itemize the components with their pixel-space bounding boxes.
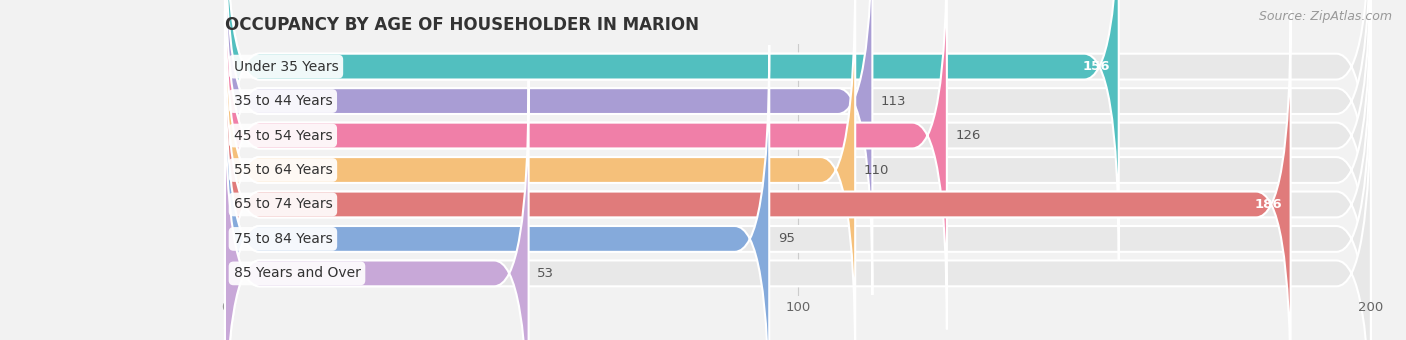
Text: 35 to 44 Years: 35 to 44 Years (233, 94, 332, 108)
Text: 113: 113 (882, 95, 907, 107)
Text: 110: 110 (863, 164, 889, 176)
Text: Source: ZipAtlas.com: Source: ZipAtlas.com (1258, 10, 1392, 23)
FancyBboxPatch shape (225, 11, 1371, 340)
Text: 55 to 64 Years: 55 to 64 Years (233, 163, 332, 177)
Text: 45 to 54 Years: 45 to 54 Years (233, 129, 332, 142)
Text: 85 Years and Over: 85 Years and Over (233, 267, 360, 280)
Text: 65 to 74 Years: 65 to 74 Years (233, 198, 332, 211)
FancyBboxPatch shape (225, 0, 946, 329)
FancyBboxPatch shape (225, 0, 1119, 260)
Text: 53: 53 (537, 267, 554, 280)
FancyBboxPatch shape (225, 0, 1371, 340)
Text: 156: 156 (1083, 60, 1111, 73)
Text: Under 35 Years: Under 35 Years (233, 59, 339, 73)
Text: 186: 186 (1254, 198, 1282, 211)
FancyBboxPatch shape (225, 0, 872, 295)
FancyBboxPatch shape (225, 11, 1291, 340)
FancyBboxPatch shape (225, 80, 1371, 340)
Text: OCCUPANCY BY AGE OF HOUSEHOLDER IN MARION: OCCUPANCY BY AGE OF HOUSEHOLDER IN MARIO… (225, 16, 699, 34)
Text: 126: 126 (956, 129, 981, 142)
FancyBboxPatch shape (225, 45, 769, 340)
Text: 75 to 84 Years: 75 to 84 Years (233, 232, 332, 246)
FancyBboxPatch shape (225, 0, 855, 340)
FancyBboxPatch shape (225, 80, 529, 340)
FancyBboxPatch shape (225, 0, 1371, 329)
FancyBboxPatch shape (225, 45, 1371, 340)
FancyBboxPatch shape (225, 0, 1371, 260)
Text: 95: 95 (778, 233, 794, 245)
FancyBboxPatch shape (225, 0, 1371, 295)
